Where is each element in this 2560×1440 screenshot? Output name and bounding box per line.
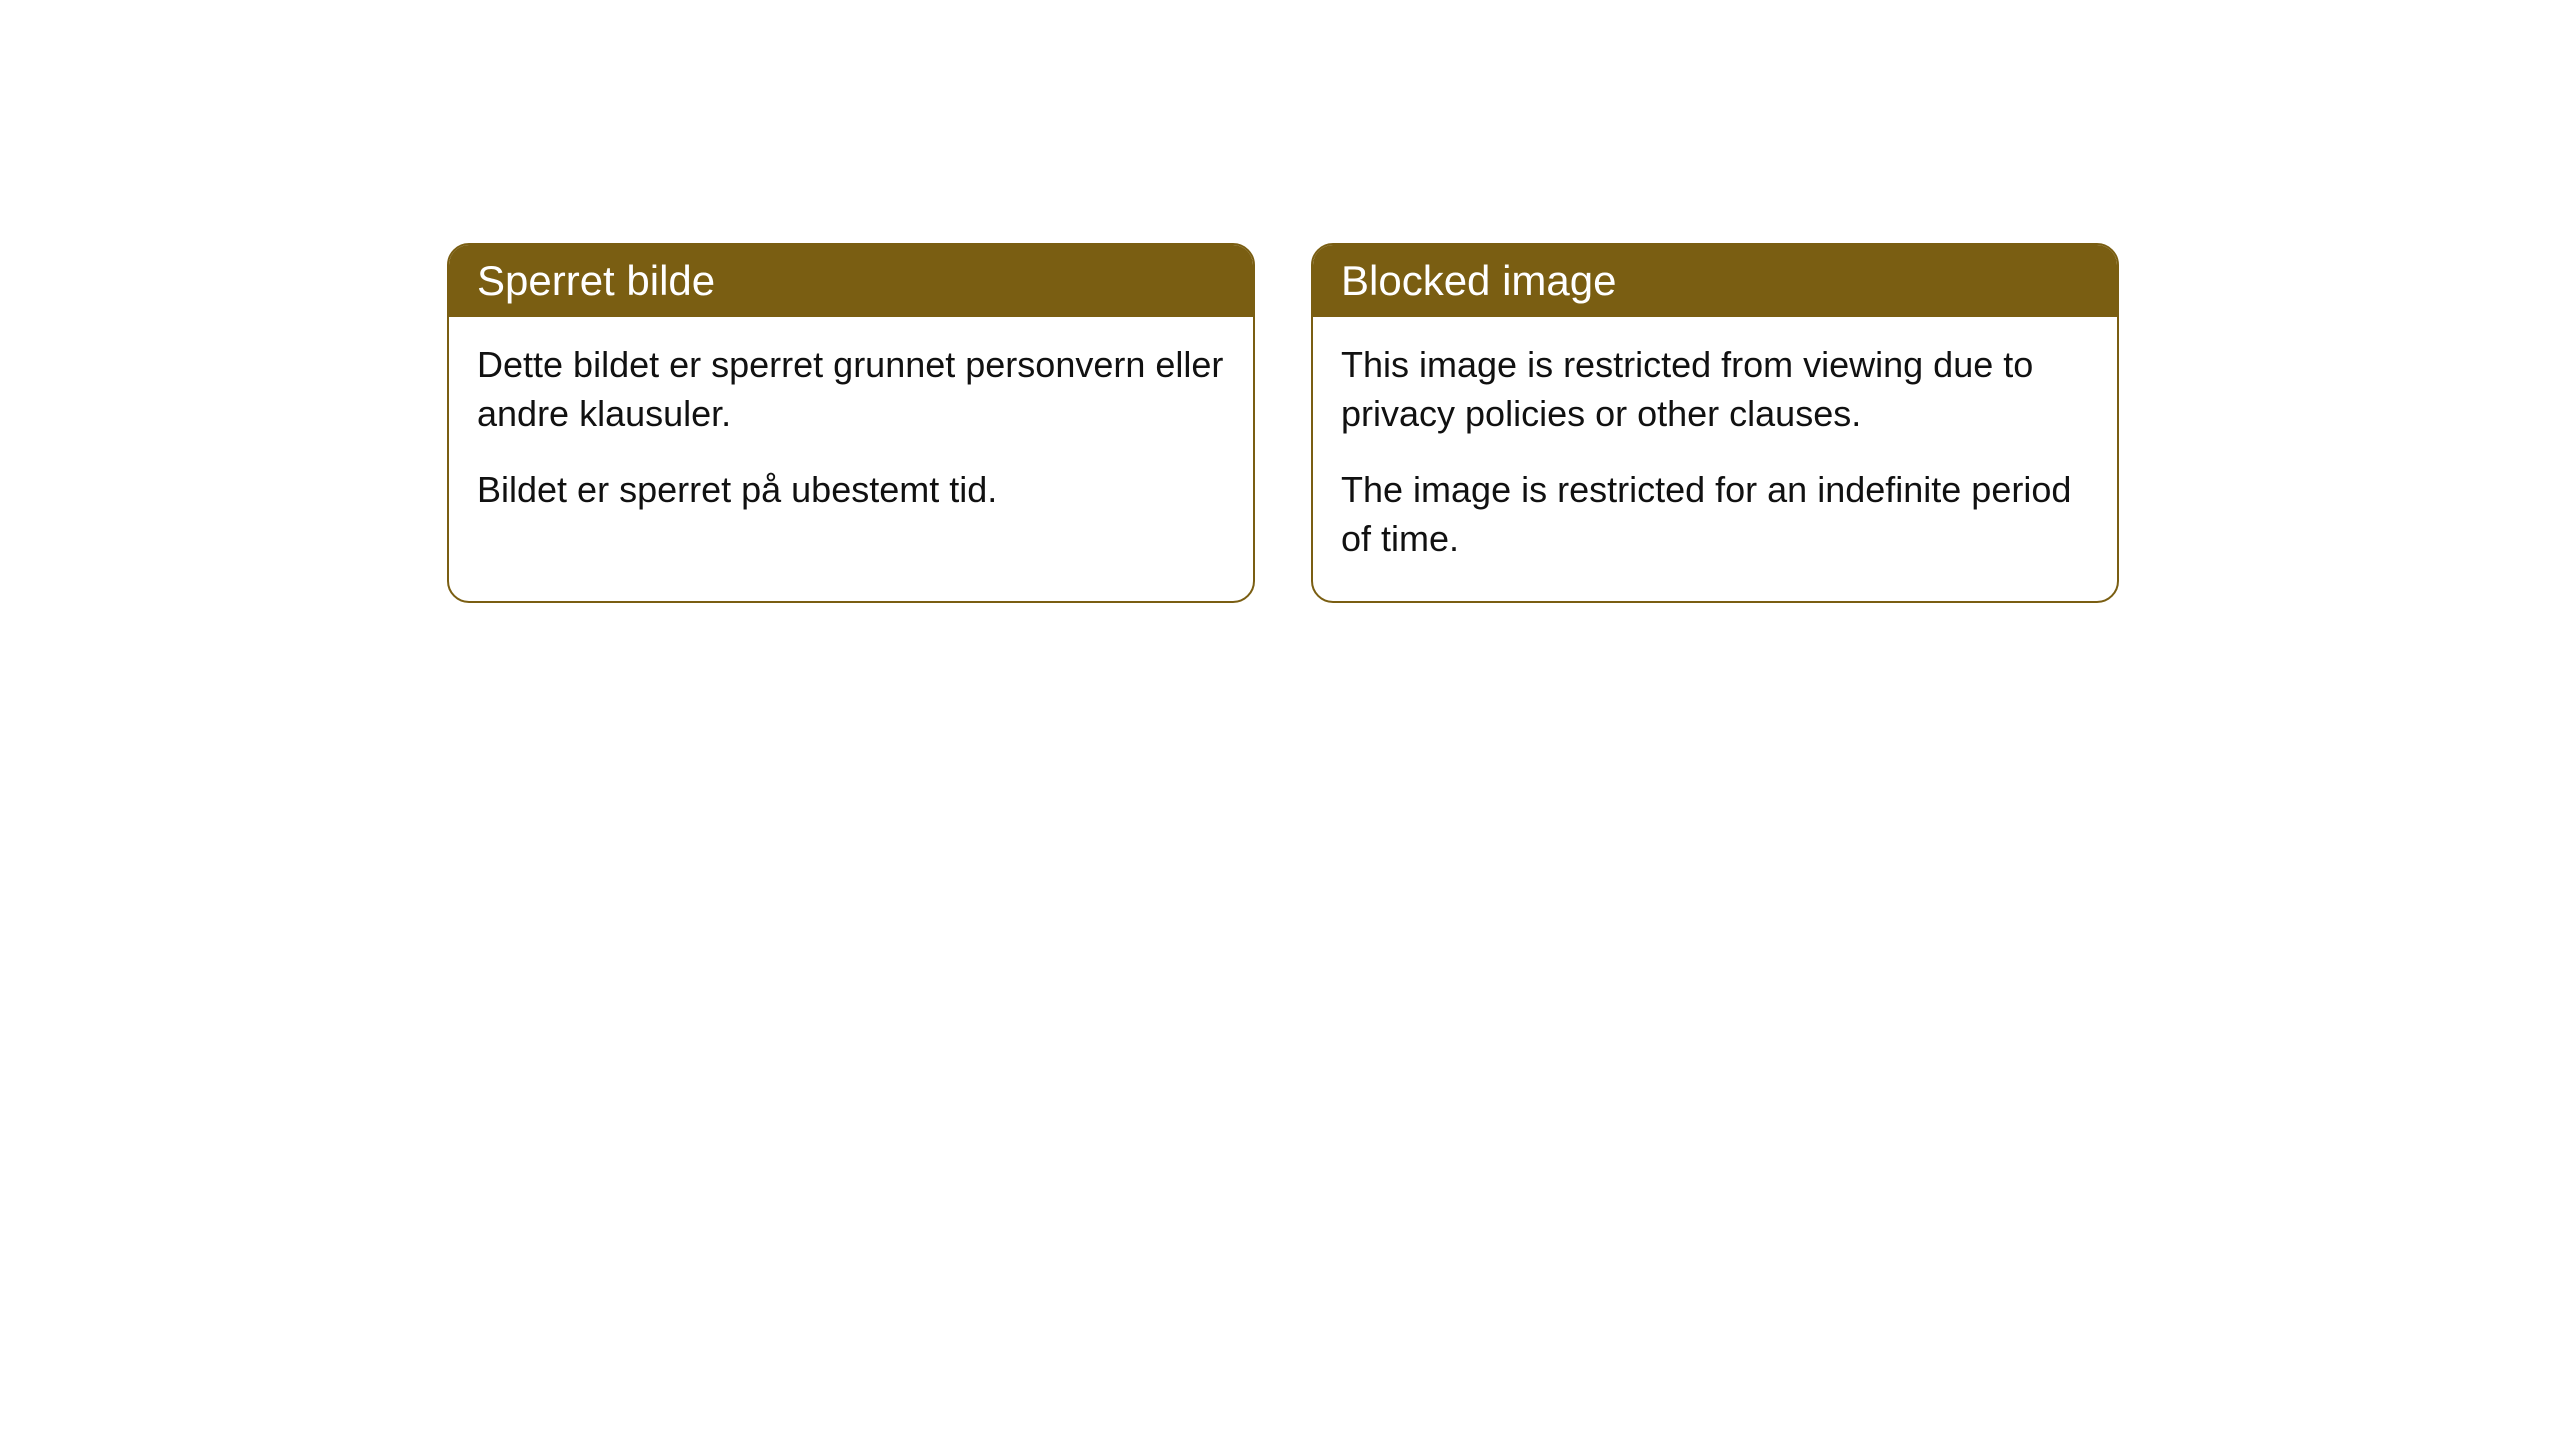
card-header-english: Blocked image (1313, 245, 2117, 317)
card-paragraph: The image is restricted for an indefinit… (1341, 466, 2089, 563)
card-title: Sperret bilde (477, 257, 715, 304)
card-title: Blocked image (1341, 257, 1616, 304)
card-english: Blocked image This image is restricted f… (1311, 243, 2119, 603)
card-norwegian: Sperret bilde Dette bildet er sperret gr… (447, 243, 1255, 603)
card-paragraph: Bildet er sperret på ubestemt tid. (477, 466, 1225, 515)
card-paragraph: This image is restricted from viewing du… (1341, 341, 2089, 438)
card-body-english: This image is restricted from viewing du… (1313, 317, 2117, 601)
card-body-norwegian: Dette bildet er sperret grunnet personve… (449, 317, 1253, 553)
cards-container: Sperret bilde Dette bildet er sperret gr… (447, 243, 2119, 603)
card-header-norwegian: Sperret bilde (449, 245, 1253, 317)
card-paragraph: Dette bildet er sperret grunnet personve… (477, 341, 1225, 438)
